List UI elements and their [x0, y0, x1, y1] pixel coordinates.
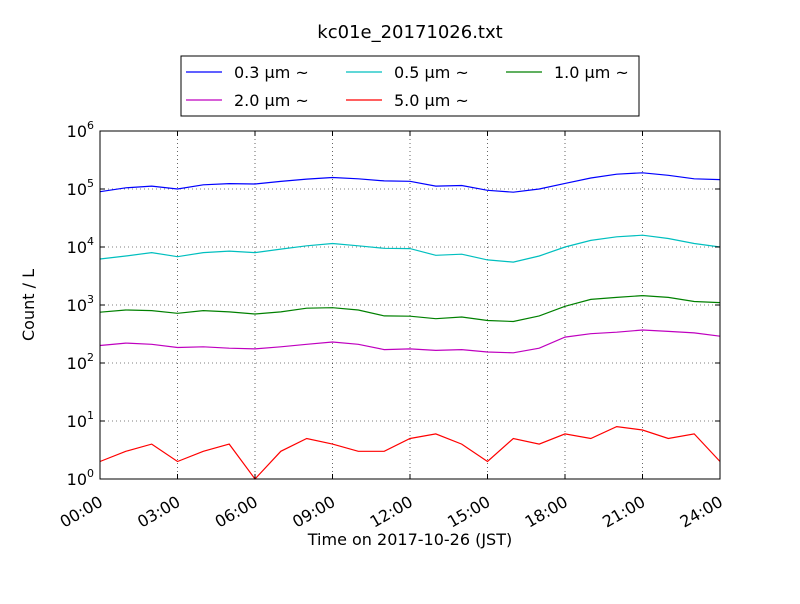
legend: 0.3 μm ~ 0.5 μm ~ 1.0 μm ~ 2.0 μm ~ 5.0 μm ~: [180, 55, 640, 117]
series-line-4: [99, 425, 721, 480]
y-tick-exponent: 1: [87, 409, 94, 422]
y-tick-label: 103: [67, 293, 94, 315]
series-line-1: [99, 234, 721, 263]
y-tick-label: 101: [67, 409, 94, 431]
x-tick-label: 21:00: [599, 492, 648, 532]
y-tick-label: 106: [67, 119, 94, 141]
x-tick-label: 15:00: [444, 492, 493, 532]
y-tick-base: 10: [67, 122, 87, 141]
legend-label-2: 1.0 μm ~: [554, 63, 629, 82]
y-tick-label: 104: [67, 235, 94, 257]
chart-title: kc01e_20171026.txt: [317, 22, 502, 43]
y-tick-base: 10: [67, 296, 87, 315]
legend-label-1: 0.5 μm ~: [394, 63, 469, 82]
y-tick-base: 10: [67, 180, 87, 199]
legend-label-0: 0.3 μm ~: [234, 63, 309, 82]
y-tick-exponent: 0: [87, 467, 94, 480]
y-tick-label: 102: [67, 351, 94, 373]
y-tick-exponent: 6: [87, 119, 94, 132]
plot-frame: [99, 130, 721, 480]
series-line-0: [99, 172, 721, 193]
y-tick-exponent: 4: [87, 235, 94, 248]
legend-box: [180, 55, 640, 117]
x-tick-label: 12:00: [367, 492, 416, 532]
series-line-3: [99, 329, 721, 354]
legend-label-4: 5.0 μm ~: [394, 91, 469, 110]
y-tick-exponent: 2: [87, 351, 94, 364]
y-tick-label: 105: [67, 177, 94, 199]
x-tick-label: 06:00: [212, 492, 261, 532]
y-tick-label: 100: [67, 467, 94, 489]
x-axis-label: Time on 2017-10-26 (JST): [307, 530, 512, 549]
grid: [100, 131, 720, 479]
y-tick-exponent: 5: [87, 177, 94, 190]
x-tick-label: 18:00: [522, 492, 571, 532]
x-tick-label: 24:00: [677, 492, 726, 532]
x-tick-label: 09:00: [289, 492, 338, 532]
series-line-2: [99, 294, 721, 323]
series-layer: [99, 172, 721, 480]
legend-label-3: 2.0 μm ~: [234, 91, 309, 110]
y-axis-label: Count / L: [19, 269, 38, 341]
y-tick-base: 10: [67, 238, 87, 257]
y-tick-base: 10: [67, 470, 87, 489]
y-tick-base: 10: [67, 412, 87, 431]
y-tick-base: 10: [67, 354, 87, 373]
x-tick-label: 00:00: [57, 492, 106, 532]
y-tick-exponent: 3: [87, 293, 94, 306]
x-tick-label: 03:00: [134, 492, 183, 532]
